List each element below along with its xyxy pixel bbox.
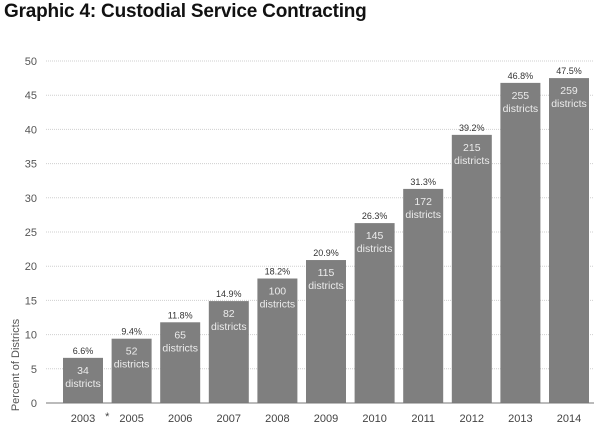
bar-value-label: 31.3%	[410, 177, 436, 187]
bar-value-label: 9.4%	[121, 327, 142, 337]
y-tick-label: 30	[25, 193, 37, 205]
y-tick-label: 10	[25, 330, 37, 342]
y-tick-label: 15	[25, 295, 37, 307]
bar	[500, 82, 541, 403]
bar-value-label: 46.8%	[508, 71, 534, 81]
bar-district-unit: districts	[551, 98, 587, 110]
bar-value-label: 39.2%	[459, 123, 485, 133]
x-axis-ticks: 2003 2005 2006 2007 2008 2009 2010 2011 2012 2013…	[71, 413, 581, 425]
y-tick-label: 35	[25, 159, 37, 171]
bar-district-count: 34	[77, 365, 89, 377]
bar	[403, 188, 444, 403]
bar-district-unit: districts	[308, 280, 344, 292]
bar	[208, 301, 249, 403]
bar	[354, 223, 395, 403]
x-tick-label: 2013	[508, 413, 532, 425]
x-tick-label: 2003	[71, 413, 95, 425]
bar-district-count: 172	[414, 196, 432, 208]
y-tick-label: 0	[31, 398, 37, 410]
y-tick-label: 20	[25, 261, 37, 273]
x-tick-label: 2012	[460, 413, 484, 425]
bar-value-label: 18.2%	[265, 267, 291, 277]
x-tick-label: 2014	[557, 413, 581, 425]
bar-value-label: 11.8%	[168, 310, 193, 320]
x-tick-label: 2007	[217, 413, 241, 425]
bar-value-label: 47.5%	[556, 66, 582, 76]
y-axis-ticks: 0 5 10 15 20 25 30 35 40 45 50	[25, 56, 37, 410]
bar-district-count: 52	[126, 346, 138, 358]
bar	[111, 338, 152, 403]
y-axis-label: Percent of Districts	[10, 318, 22, 411]
y-tick-label: 50	[25, 56, 37, 68]
bar-district-unit: districts	[260, 299, 296, 311]
x-tick-label: 2008	[265, 413, 289, 425]
gap-marker: *	[105, 411, 110, 423]
bar-district-unit: districts	[357, 243, 393, 255]
bar	[306, 260, 346, 403]
bar-district-unit: districts	[503, 103, 539, 115]
bar-district-count: 100	[269, 286, 287, 298]
bar-district-unit: districts	[162, 342, 198, 354]
x-tick-label: 2006	[168, 413, 192, 425]
bar	[257, 278, 298, 403]
bar	[451, 134, 492, 403]
x-tick-label: 2009	[314, 413, 338, 425]
bar-district-unit: districts	[454, 155, 490, 167]
y-tick-label: 45	[25, 90, 37, 102]
bar-district-count: 82	[223, 308, 235, 320]
bar-district-count: 65	[174, 329, 186, 341]
bar-value-label: 26.3%	[362, 211, 388, 221]
x-tick-label: 2005	[119, 413, 143, 425]
bar	[160, 322, 201, 403]
bar-value-label: 20.9%	[313, 248, 339, 258]
y-tick-label: 25	[25, 227, 37, 239]
bar-district-unit: districts	[65, 378, 101, 390]
bar-district-count: 259	[560, 85, 578, 97]
bar-district-unit: districts	[405, 209, 441, 221]
bar-value-label: 6.6%	[73, 346, 94, 356]
x-tick-label: 2011	[411, 413, 435, 425]
x-tick-label: 2010	[362, 413, 386, 425]
bar	[549, 78, 589, 403]
chart-title: Graphic 4: Custodial Service Contracting	[4, 1, 367, 22]
y-tick-label: 5	[31, 364, 37, 376]
bar-value-label: 14.9%	[216, 289, 242, 299]
bar-district-unit: districts	[114, 359, 150, 371]
bar	[63, 357, 103, 403]
bar-district-count: 215	[463, 142, 481, 154]
bar-district-count: 115	[318, 267, 335, 279]
y-tick-label: 40	[25, 124, 37, 136]
bars: 6.6%34districts9.4%52districts11.8%65dis…	[63, 66, 589, 403]
bar-district-unit: districts	[211, 321, 247, 333]
bar-district-count: 255	[512, 90, 530, 102]
bar-district-count: 145	[366, 230, 384, 242]
